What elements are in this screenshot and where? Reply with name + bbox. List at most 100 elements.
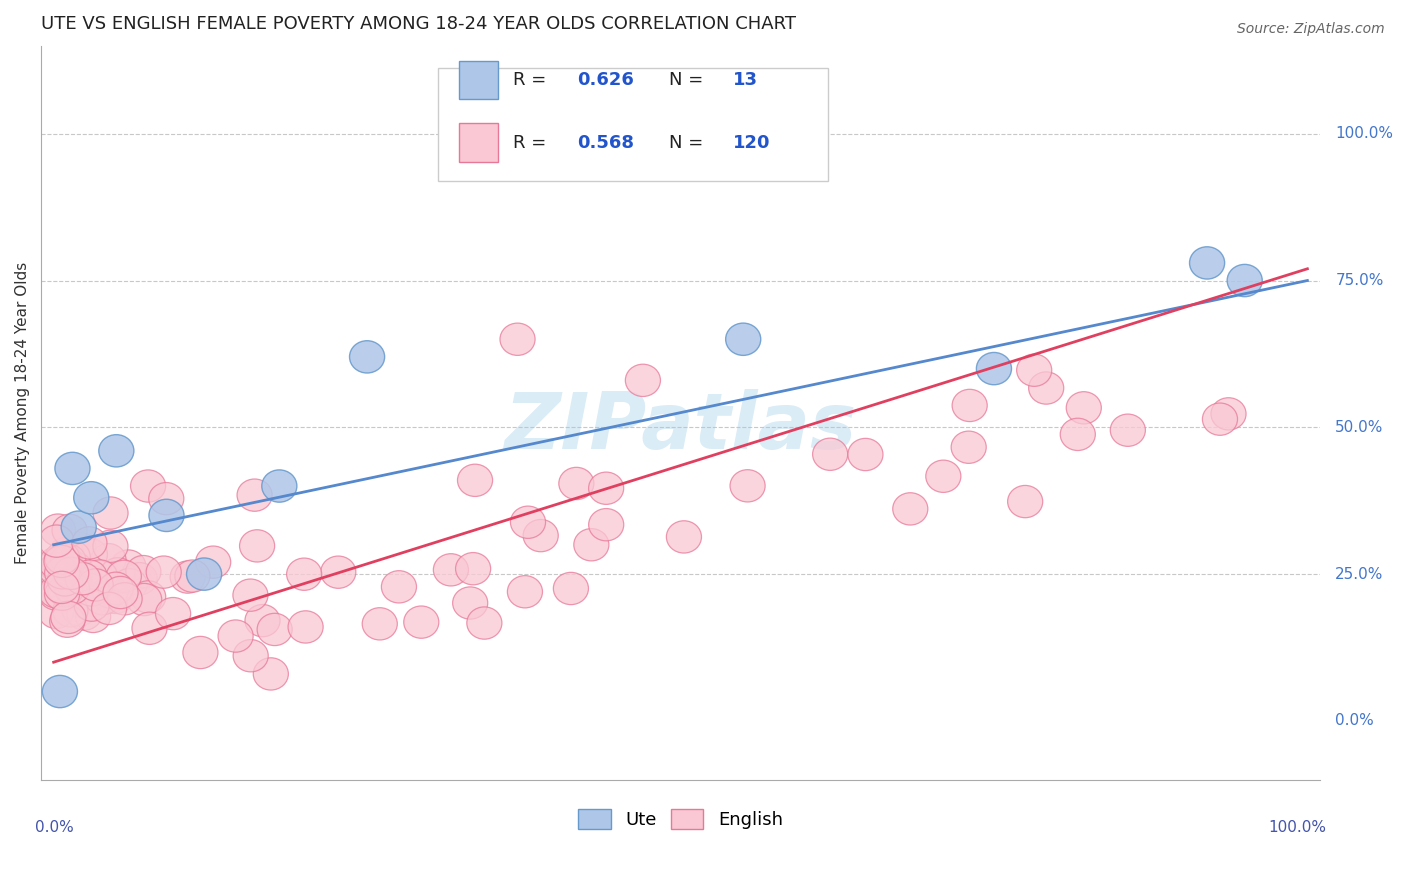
Ellipse shape [1029,372,1064,404]
Text: 75.0%: 75.0% [1336,273,1384,288]
Ellipse shape [131,581,166,613]
Ellipse shape [287,558,322,591]
Ellipse shape [149,500,184,532]
FancyBboxPatch shape [460,123,498,161]
Ellipse shape [510,506,546,539]
Ellipse shape [813,438,848,470]
Ellipse shape [48,564,83,596]
Ellipse shape [49,605,84,638]
Text: Source: ZipAtlas.com: Source: ZipAtlas.com [1237,22,1385,37]
Ellipse shape [1060,418,1095,450]
Ellipse shape [100,558,135,590]
Ellipse shape [93,530,128,563]
Ellipse shape [38,549,73,581]
Ellipse shape [183,636,218,669]
Ellipse shape [239,530,274,562]
Text: 120: 120 [733,134,770,152]
Ellipse shape [84,582,120,615]
Ellipse shape [53,558,89,590]
Text: N =: N = [669,134,709,152]
Ellipse shape [253,657,288,690]
Text: 0.568: 0.568 [576,134,634,152]
Ellipse shape [42,675,77,707]
Ellipse shape [45,578,80,610]
Ellipse shape [1189,247,1225,279]
Ellipse shape [98,572,134,605]
Ellipse shape [725,323,761,355]
Ellipse shape [51,544,86,576]
Ellipse shape [38,597,73,629]
Ellipse shape [52,553,87,585]
Ellipse shape [52,561,87,593]
Ellipse shape [350,341,385,373]
Ellipse shape [381,571,416,603]
Ellipse shape [93,497,128,529]
Ellipse shape [38,575,73,608]
Ellipse shape [131,470,166,502]
Ellipse shape [626,364,661,396]
Text: 100.0%: 100.0% [1336,127,1393,141]
Ellipse shape [363,607,398,640]
Text: 0.0%: 0.0% [1336,714,1374,729]
Ellipse shape [257,614,292,646]
Ellipse shape [55,452,90,484]
Ellipse shape [55,565,90,598]
Ellipse shape [245,605,280,637]
Ellipse shape [46,542,82,575]
Ellipse shape [1202,403,1237,435]
Ellipse shape [170,561,205,593]
Ellipse shape [457,464,492,497]
Ellipse shape [93,575,128,608]
Legend: Ute, English: Ute, English [571,801,790,837]
Ellipse shape [58,564,93,596]
FancyBboxPatch shape [437,68,828,181]
Ellipse shape [288,611,323,643]
Ellipse shape [501,323,536,355]
Ellipse shape [156,598,191,630]
Ellipse shape [321,556,356,589]
Ellipse shape [60,532,96,565]
Text: R =: R = [513,71,553,89]
Text: 50.0%: 50.0% [1336,420,1384,434]
Ellipse shape [433,554,468,586]
Ellipse shape [112,568,148,600]
Text: ZIPatlas: ZIPatlas [505,389,856,466]
Ellipse shape [39,525,75,558]
Text: 0.0%: 0.0% [35,820,73,835]
Ellipse shape [453,587,488,619]
Ellipse shape [1211,398,1246,430]
Text: N =: N = [669,71,709,89]
Ellipse shape [238,479,273,511]
Ellipse shape [1227,264,1263,297]
Ellipse shape [52,514,87,547]
Ellipse shape [44,571,79,604]
Text: 0.626: 0.626 [576,71,634,89]
Ellipse shape [508,575,543,608]
Text: 100.0%: 100.0% [1268,820,1326,835]
Ellipse shape [55,572,90,605]
Ellipse shape [65,563,100,595]
Ellipse shape [75,574,110,607]
Ellipse shape [589,472,624,504]
Ellipse shape [75,566,110,599]
Ellipse shape [51,601,86,633]
Ellipse shape [107,560,142,592]
Ellipse shape [65,566,100,598]
Ellipse shape [730,470,765,502]
Ellipse shape [893,492,928,525]
Ellipse shape [39,558,75,591]
Ellipse shape [44,545,79,577]
Ellipse shape [72,539,107,571]
Ellipse shape [467,607,502,640]
Ellipse shape [666,521,702,553]
Ellipse shape [83,560,118,592]
Ellipse shape [48,574,83,607]
Ellipse shape [41,514,76,546]
Ellipse shape [976,352,1011,384]
Ellipse shape [103,576,138,608]
Text: 13: 13 [733,71,758,89]
Ellipse shape [456,552,491,585]
Ellipse shape [132,612,167,644]
Ellipse shape [1066,392,1101,424]
Ellipse shape [111,549,146,582]
